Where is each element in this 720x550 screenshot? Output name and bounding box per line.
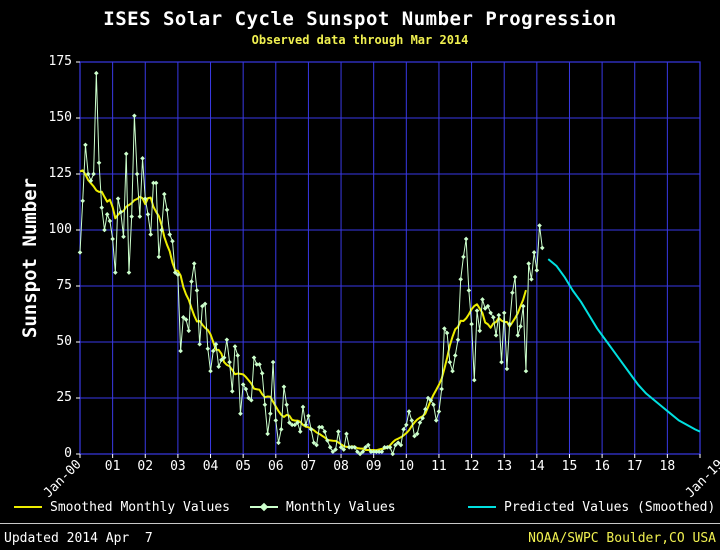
legend-item-smoothed: Smoothed Monthly Values	[14, 500, 230, 516]
x-tick-label: 11	[431, 459, 447, 474]
x-tick-label: 05	[235, 459, 251, 474]
legend-item-monthly: Monthly Values	[250, 500, 396, 516]
monthly-line-sample	[250, 502, 278, 511]
y-tick-label: 50	[56, 334, 72, 349]
legend-label-monthly: Monthly Values	[286, 500, 396, 515]
credit-text: NOAA/SWPC Boulder,CO USA	[528, 531, 716, 546]
x-tick-label: 06	[267, 459, 284, 474]
x-tick-label: 10	[398, 459, 415, 474]
predicted-line-sample	[468, 505, 496, 508]
x-tick-label: 13	[496, 459, 513, 474]
y-tick-label: 100	[48, 222, 72, 237]
legend-item-predicted: Predicted Values (Smoothed)	[468, 500, 715, 516]
x-tick-label: 12	[463, 459, 480, 474]
y-tick-label: 25	[56, 390, 72, 405]
y-tick-label: 75	[56, 278, 72, 293]
page-title: ISES Solar Cycle Sunspot Number Progress…	[103, 8, 617, 30]
legend-label-smoothed: Smoothed Monthly Values	[50, 500, 231, 515]
x-tick-label: 07	[300, 459, 317, 474]
y-tick-label: 150	[48, 110, 72, 125]
y-tick-label: 125	[48, 166, 72, 181]
predicted-values-line	[547, 258, 701, 433]
updated-date-text: Updated 2014 Apr 7	[4, 531, 153, 546]
diamond-marker-icon	[259, 502, 269, 511]
plot-border	[79, 61, 701, 455]
smoothed-line-sample	[14, 505, 42, 508]
x-tick-label: 14	[529, 459, 545, 474]
x-tick-label: 18	[659, 459, 676, 474]
y-tick-label: 0	[64, 446, 72, 461]
legend-label-predicted: Predicted Values (Smoothed)	[504, 500, 716, 515]
x-tick-label: 17	[626, 459, 643, 474]
x-tick-label: 15	[561, 459, 578, 474]
x-tick-label: 08	[333, 459, 349, 474]
chart-subtitle: Observed data through Mar 2014	[251, 33, 469, 47]
smoothed-values-line	[79, 169, 527, 452]
y-tick-label: 175	[48, 54, 72, 69]
x-tick-label: 16	[594, 459, 610, 474]
x-tick-label: 02	[137, 459, 154, 474]
x-tick-label: 03	[170, 459, 186, 474]
x-tick-label: 09	[365, 459, 382, 474]
x-tick-label: 04	[202, 459, 219, 474]
footer-divider	[0, 523, 720, 524]
x-tick-label: 01	[104, 459, 121, 474]
